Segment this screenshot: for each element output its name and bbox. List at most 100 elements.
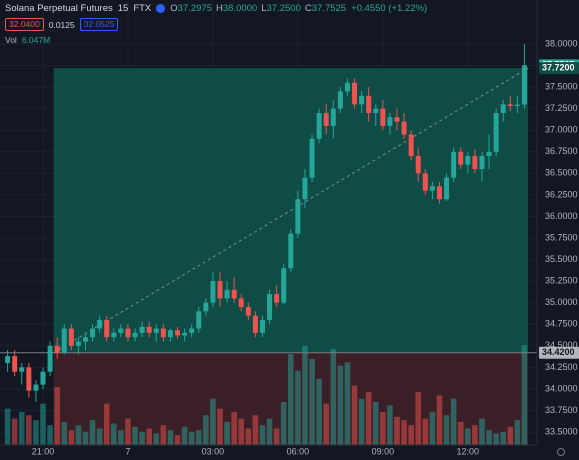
volume-bar <box>153 433 160 445</box>
y-tick-label: 34.7500 <box>545 319 578 329</box>
volume-bar <box>514 420 521 445</box>
ohlc-value: 37.2500 <box>266 3 301 14</box>
volume-bar <box>273 428 280 445</box>
candle-body <box>132 332 138 338</box>
ohlc-value: 38.0000 <box>222 3 258 14</box>
volume-bar <box>408 425 414 445</box>
y-tick-label: 37.5000 <box>545 81 578 91</box>
candle-body <box>12 356 18 372</box>
volume-bar <box>380 411 386 445</box>
candle-body <box>394 117 400 122</box>
candle-body <box>182 332 188 336</box>
volume-bar <box>82 431 89 445</box>
candle-body <box>422 173 428 191</box>
ohlc-value: 37.7525 <box>311 3 347 14</box>
candle-body <box>366 95 372 113</box>
volume-bar <box>330 349 337 445</box>
y-tick-label: 36.5000 <box>545 168 578 178</box>
y-tick-label: 38.0000 <box>545 38 578 48</box>
volume-bar <box>472 425 478 445</box>
volume-bar <box>181 426 188 445</box>
y-tick-label: 34.5000 <box>545 340 578 350</box>
volume-bar <box>372 402 379 445</box>
y-tick-label: 36.7500 <box>545 146 578 156</box>
settings-icon[interactable] <box>557 448 565 456</box>
volume-bar <box>125 418 131 445</box>
volume-bar <box>266 418 273 445</box>
ohlc-item: C37.7525 <box>305 3 346 14</box>
candle-body <box>352 82 358 105</box>
volume-bar <box>344 362 351 445</box>
candle-body <box>75 341 81 346</box>
volume-bar <box>521 345 528 445</box>
volume-bar <box>365 392 372 445</box>
candle-body <box>139 326 145 333</box>
candle-body <box>436 186 442 200</box>
volume-bar <box>295 370 301 445</box>
volume-bar <box>443 415 450 445</box>
ohlc-label: H <box>216 3 223 14</box>
candle-body <box>408 134 414 157</box>
volume-bar <box>210 398 216 445</box>
candle-body <box>401 121 407 135</box>
replay-icon[interactable] <box>156 4 166 13</box>
change: +0.4550 (+1.22%) <box>351 3 428 14</box>
candle-body <box>302 177 308 200</box>
candle-body <box>337 91 343 109</box>
candle-body <box>316 112 322 139</box>
volume-legend: Vol 6.047M <box>5 35 50 45</box>
volume-bar <box>507 426 514 445</box>
y-tick-label: 35.0000 <box>545 297 578 307</box>
ohlc-label: L <box>261 3 267 14</box>
candle-body <box>217 281 223 299</box>
volume-bar <box>167 430 174 445</box>
candle-body <box>189 328 195 333</box>
candle-body <box>33 384 39 391</box>
ohlc-label: O <box>170 3 178 14</box>
volume-bar <box>500 431 506 445</box>
candle-body <box>61 328 67 353</box>
volume-bar <box>160 425 167 445</box>
volume-bar <box>259 425 266 445</box>
candle-body <box>210 281 216 303</box>
x-tick-label: 06:00 <box>287 446 310 456</box>
price-axis-bg <box>537 0 579 460</box>
price-marker <box>539 62 579 75</box>
volume-bar <box>146 428 152 445</box>
candle-body <box>521 65 527 105</box>
volume-bar <box>493 433 499 445</box>
candle-body <box>54 345 60 353</box>
spread: 0.0125 <box>48 19 75 30</box>
volume-bar <box>217 408 223 445</box>
candle-body <box>97 319 103 329</box>
trade-panel: 32.0400 0.0125 32.0525 <box>5 18 119 31</box>
candle-body <box>26 367 32 391</box>
candle-body <box>5 356 11 364</box>
volume-bar <box>316 378 322 445</box>
y-tick-label: 34.0000 <box>545 383 578 393</box>
price-marker-label: 37.7200 <box>542 63 575 73</box>
candle-body <box>288 233 294 269</box>
candle-body <box>465 156 471 165</box>
volume-bar <box>436 395 443 445</box>
volume-bar <box>195 430 202 445</box>
candle-body <box>111 332 117 338</box>
volume-bar <box>252 415 259 445</box>
candle-body <box>451 151 457 178</box>
volume-bar <box>309 359 315 445</box>
y-tick-label: 36.2500 <box>545 189 578 199</box>
volume-bar <box>486 430 492 445</box>
candle-body <box>267 294 273 320</box>
candle-body <box>104 319 110 338</box>
sell-button[interactable]: 32.0400 <box>5 18 44 31</box>
candle-body <box>309 138 315 178</box>
volume-bar <box>118 430 124 445</box>
y-tick-label: 33.5000 <box>545 426 578 436</box>
candle-body <box>500 104 506 113</box>
volume-bar <box>358 398 365 445</box>
candle-body <box>125 328 131 338</box>
volume-bar <box>203 415 209 445</box>
buy-button[interactable]: 32.0525 <box>79 18 119 31</box>
volume-bar <box>132 426 138 445</box>
